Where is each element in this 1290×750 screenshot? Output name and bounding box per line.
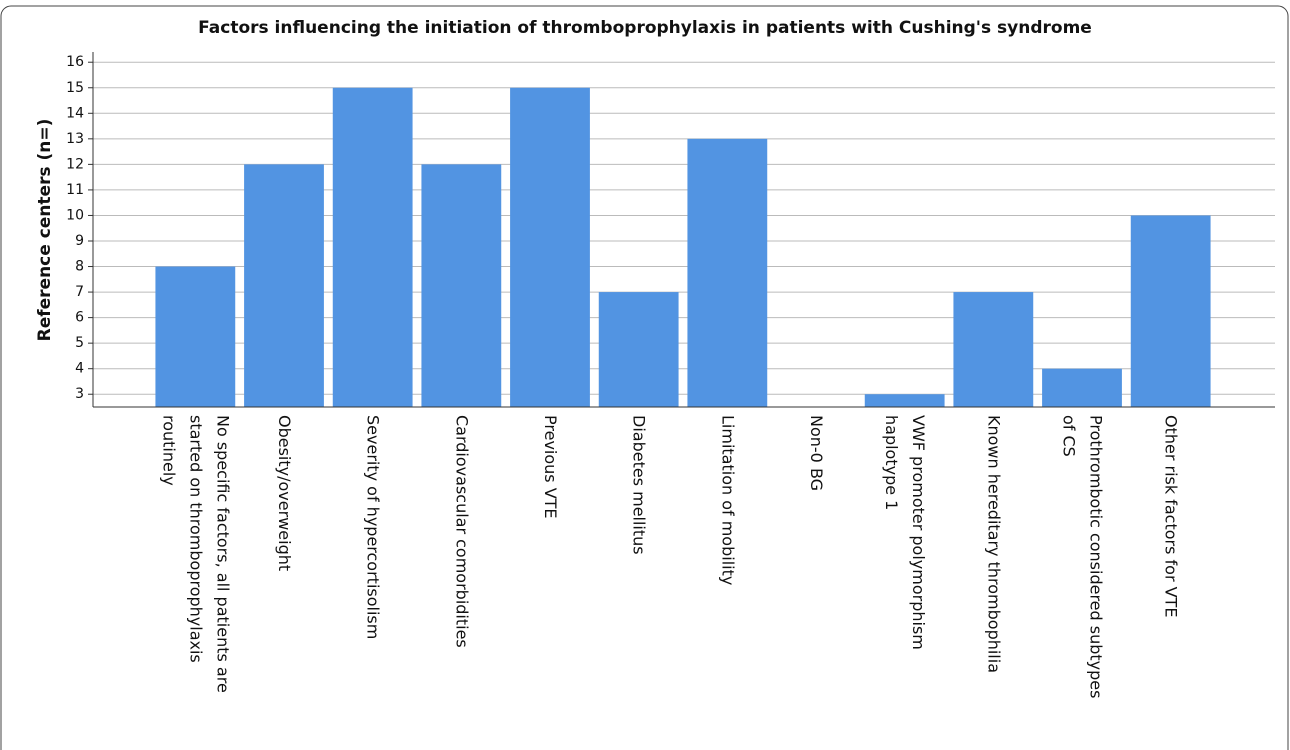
bar <box>510 87 590 407</box>
bar <box>1042 368 1122 407</box>
bar <box>864 394 945 407</box>
y-tick-label: 6 <box>75 310 84 326</box>
x-tick-label: Previous VTE <box>542 415 561 519</box>
y-tick-label: 16 <box>66 54 84 70</box>
bar <box>421 164 502 407</box>
x-tick-label: Non-0 BG <box>808 415 827 491</box>
x-tick-label: Cardiovascular comorbidities <box>453 415 472 648</box>
x-tick-label: Limitation of mobility <box>719 415 738 585</box>
y-tick-label: 10 <box>66 207 84 223</box>
bar <box>1130 215 1211 407</box>
bar <box>155 266 236 407</box>
x-tick-label: Diabetes mellitus <box>630 415 649 555</box>
y-tick-label: 7 <box>75 284 84 300</box>
y-tick-label: 4 <box>75 361 84 377</box>
bar <box>953 292 1034 407</box>
bar <box>687 138 768 407</box>
x-tick-label: No specific factors, all patients aresta… <box>160 415 233 693</box>
bar <box>244 164 324 407</box>
y-tick-label: 14 <box>66 105 84 121</box>
y-tick-label: 15 <box>66 80 84 96</box>
x-tick-label: Severity of hypercortisolism <box>364 415 383 639</box>
x-tick-label: Other risk factors for VTE <box>1162 415 1181 617</box>
x-tick-label: Prothrombotic considered subtypesof CS <box>1060 415 1106 698</box>
chart-title: Factors influencing the initiation of th… <box>198 18 1092 38</box>
bar <box>598 292 679 407</box>
y-tick-label: 13 <box>66 131 84 147</box>
x-tick-label: Known hereditary thrombophilia <box>985 415 1004 673</box>
y-tick-label: 5 <box>75 335 84 351</box>
bar <box>332 87 413 407</box>
y-tick-label: 11 <box>66 182 84 198</box>
x-tick-label: VWF promoter polymorphismhaplotype 1 <box>883 415 929 650</box>
y-tick-label: 9 <box>75 233 84 249</box>
y-tick-label: 3 <box>75 386 84 402</box>
y-tick-label: 12 <box>66 156 84 172</box>
bars <box>155 87 1211 407</box>
y-tick-label: 8 <box>75 259 84 275</box>
y-axis-label: Reference centers (n=) <box>35 119 55 342</box>
x-tick-label: Obesity/overweight <box>276 415 295 571</box>
